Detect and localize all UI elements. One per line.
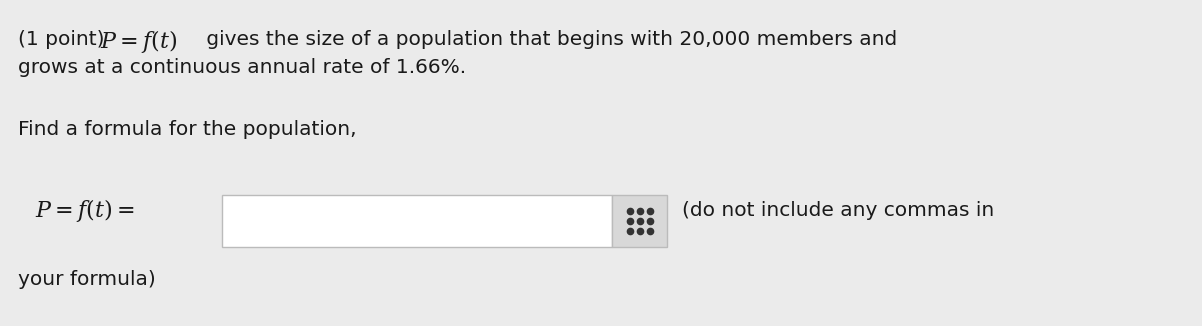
Text: Find a formula for the population,: Find a formula for the population, xyxy=(18,120,357,139)
Text: your formula): your formula) xyxy=(18,270,156,289)
Text: (do not include any commas in: (do not include any commas in xyxy=(682,200,994,219)
Text: (1 point): (1 point) xyxy=(18,30,111,49)
Bar xyxy=(612,195,667,247)
Text: $P = f(t)$: $P = f(t)$ xyxy=(100,28,177,55)
Text: $P = f(t) =$: $P = f(t) =$ xyxy=(35,197,135,224)
Text: gives the size of a population that begins with 20,000 members and: gives the size of a population that begi… xyxy=(200,30,897,49)
Text: grows at a continuous annual rate of 1.66%.: grows at a continuous annual rate of 1.6… xyxy=(18,58,466,77)
Bar xyxy=(222,195,612,247)
